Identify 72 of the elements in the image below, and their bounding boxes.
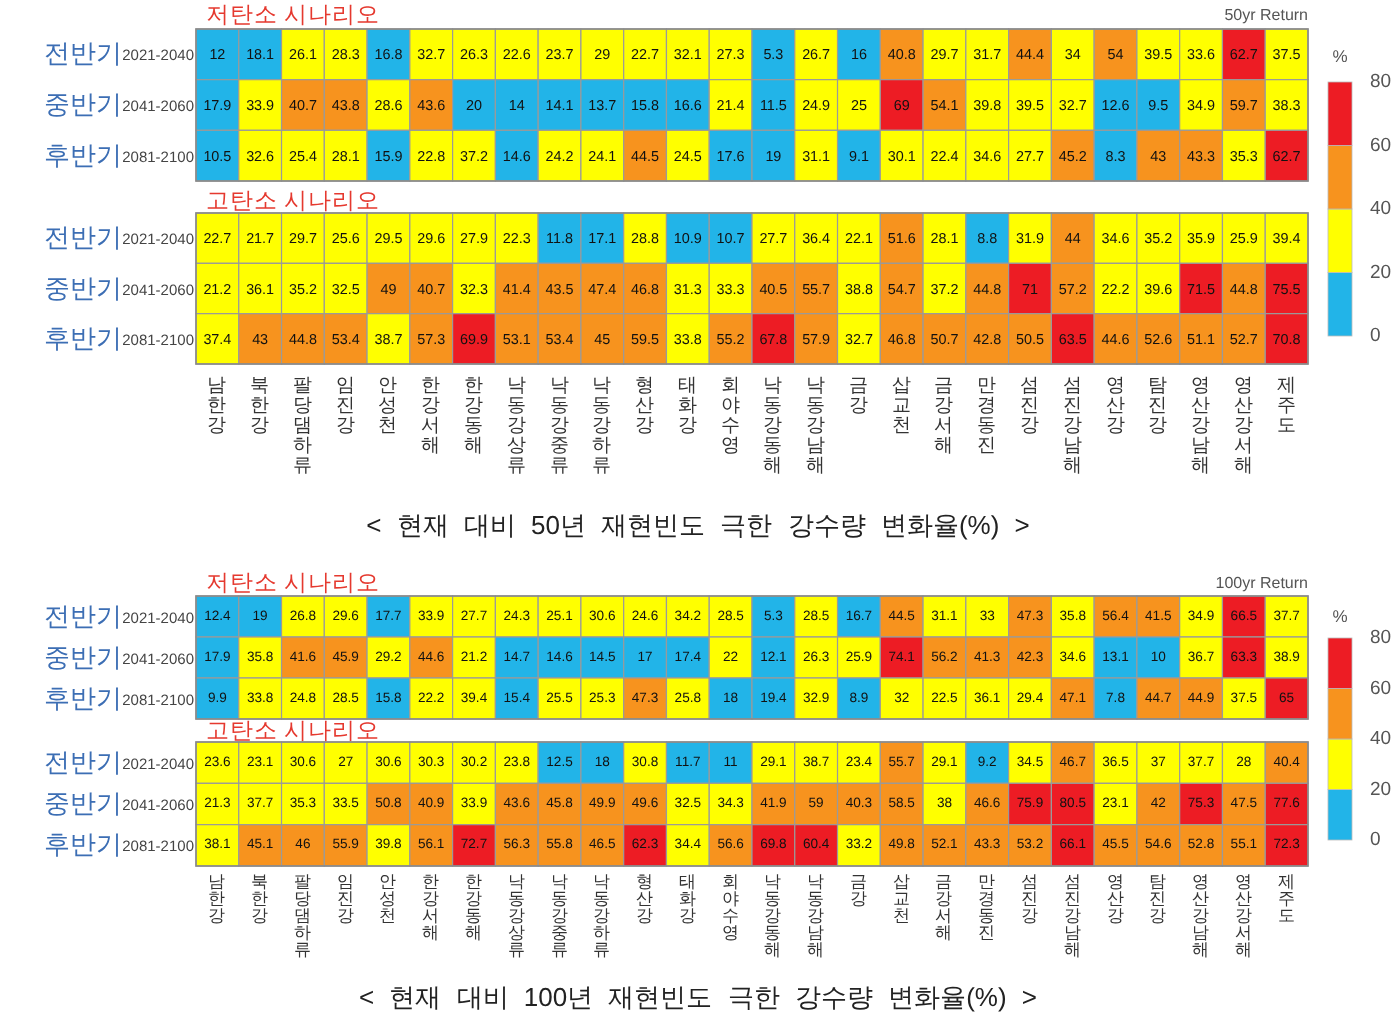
x-tick-label: 회야수영 xyxy=(720,375,741,457)
color-bar-label: 80 xyxy=(1370,71,1392,93)
x-tick-label: 금강 xyxy=(849,870,868,908)
color-bar-label: 80 xyxy=(1370,627,1392,649)
x-tick-label: 섬진강 xyxy=(1020,375,1040,437)
x-tick-label: 영산강서해 xyxy=(1233,375,1254,477)
x-tick-label: 낙동강동해 xyxy=(764,870,783,960)
x-tick-label: 탐진강 xyxy=(1148,375,1169,437)
x-tick-label: 낙동강남해 xyxy=(807,870,826,960)
color-bar-title: % xyxy=(1332,46,1349,66)
color-bar-label: 60 xyxy=(1370,134,1392,157)
color-bar-label: 20 xyxy=(1370,261,1392,284)
x-tick-label: 남한강 xyxy=(208,870,227,926)
chart-title: 저탄소 시나리오 xyxy=(206,572,381,596)
x-tick-label: 낙동강동해 xyxy=(763,375,784,477)
x-tick-label: 형산강 xyxy=(636,870,655,926)
x-tick-label: 태화강 xyxy=(677,375,698,437)
x-tick-label: 영산강서해 xyxy=(1234,870,1253,960)
x-tick-label: 섬진강남해 xyxy=(1063,870,1082,960)
chart-title: 고탄소 시나리오 xyxy=(206,720,381,744)
x-tick-label: 금강 xyxy=(848,375,869,417)
x-tick-label: 한강서해 xyxy=(421,375,442,457)
chart-title: 저탄소 시나리오 xyxy=(206,4,381,28)
text: < 현재 대비 100년 재현빈도 극한 강수량 변화율(%) > xyxy=(359,982,1037,1012)
x-tick-label: 낙동강중류 xyxy=(550,870,569,960)
x-tick-label: 남한강 xyxy=(207,375,228,437)
x-tick-label: 북한강 xyxy=(251,870,270,926)
x-tick-label: 영산강 xyxy=(1106,870,1125,926)
x-tick-label: 섬진강남해 xyxy=(1062,375,1083,477)
x-tick-label: 섬진강 xyxy=(1021,870,1039,926)
color-bar-label: 60 xyxy=(1370,677,1392,700)
x-tick-label: 영산강남해 xyxy=(1191,375,1212,477)
x-tick-label: 태화강 xyxy=(678,870,697,926)
x-tick-label: 탐진강 xyxy=(1149,870,1168,926)
x-tick-label: 안성천 xyxy=(379,870,398,926)
x-tick-label: 낙동강상류 xyxy=(506,375,527,477)
x-tick-label: 영산강남해 xyxy=(1192,870,1211,960)
x-tick-label: 낙동강하류 xyxy=(593,870,612,960)
x-tick-label: 형산강 xyxy=(635,375,656,437)
color-bar-label: 40 xyxy=(1370,728,1392,750)
x-tick-label: 금강서해 xyxy=(934,375,955,457)
color-bar-label: 0 xyxy=(1370,325,1381,347)
x-tick-label: 한강동해 xyxy=(464,375,484,457)
color-bar-label: 0 xyxy=(1370,829,1381,851)
x-tick-label: 회야수영 xyxy=(721,870,740,943)
x-tick-label: 만경동진 xyxy=(978,870,997,943)
x-tick-label: 임진강 xyxy=(335,375,356,437)
text: 50yr Return xyxy=(1224,6,1308,24)
x-tick-label: 낙동강중류 xyxy=(549,375,570,477)
x-tick-label: 낙동강하류 xyxy=(592,375,613,477)
color-bar-label: 20 xyxy=(1370,778,1392,801)
text: < 현재 대비 50년 재현빈도 극한 강수량 변화율(%) > xyxy=(366,510,1030,540)
x-tick-label: 북한강 xyxy=(250,375,271,437)
x-tick-label: 임진강 xyxy=(336,870,355,926)
color-bar-title: % xyxy=(1332,606,1349,626)
color-bar-label: 40 xyxy=(1370,198,1392,220)
chart-title: 고탄소 시나리오 xyxy=(206,190,381,214)
x-tick-label: 제주도 xyxy=(1276,375,1297,437)
text: 100yr Return xyxy=(1215,574,1308,592)
x-tick-label: 낙동강남해 xyxy=(806,375,827,477)
x-tick-label: 한강서해 xyxy=(422,870,441,943)
x-tick-label: 만경동진 xyxy=(977,375,998,457)
x-tick-label: 팔당댐하류 xyxy=(293,870,312,960)
x-tick-label: 삽교천 xyxy=(891,375,912,437)
x-tick-label: 금강서해 xyxy=(935,870,954,943)
x-tick-label: 낙동강상류 xyxy=(507,870,526,960)
x-tick-label: 영산강 xyxy=(1105,375,1126,437)
x-tick-label: 팔당댐하류 xyxy=(292,375,313,477)
x-tick-label: 제주도 xyxy=(1277,870,1296,926)
x-tick-label: 안성천 xyxy=(378,375,399,437)
x-tick-label: 한강동해 xyxy=(465,870,483,943)
x-tick-label: 삽교천 xyxy=(892,870,911,926)
